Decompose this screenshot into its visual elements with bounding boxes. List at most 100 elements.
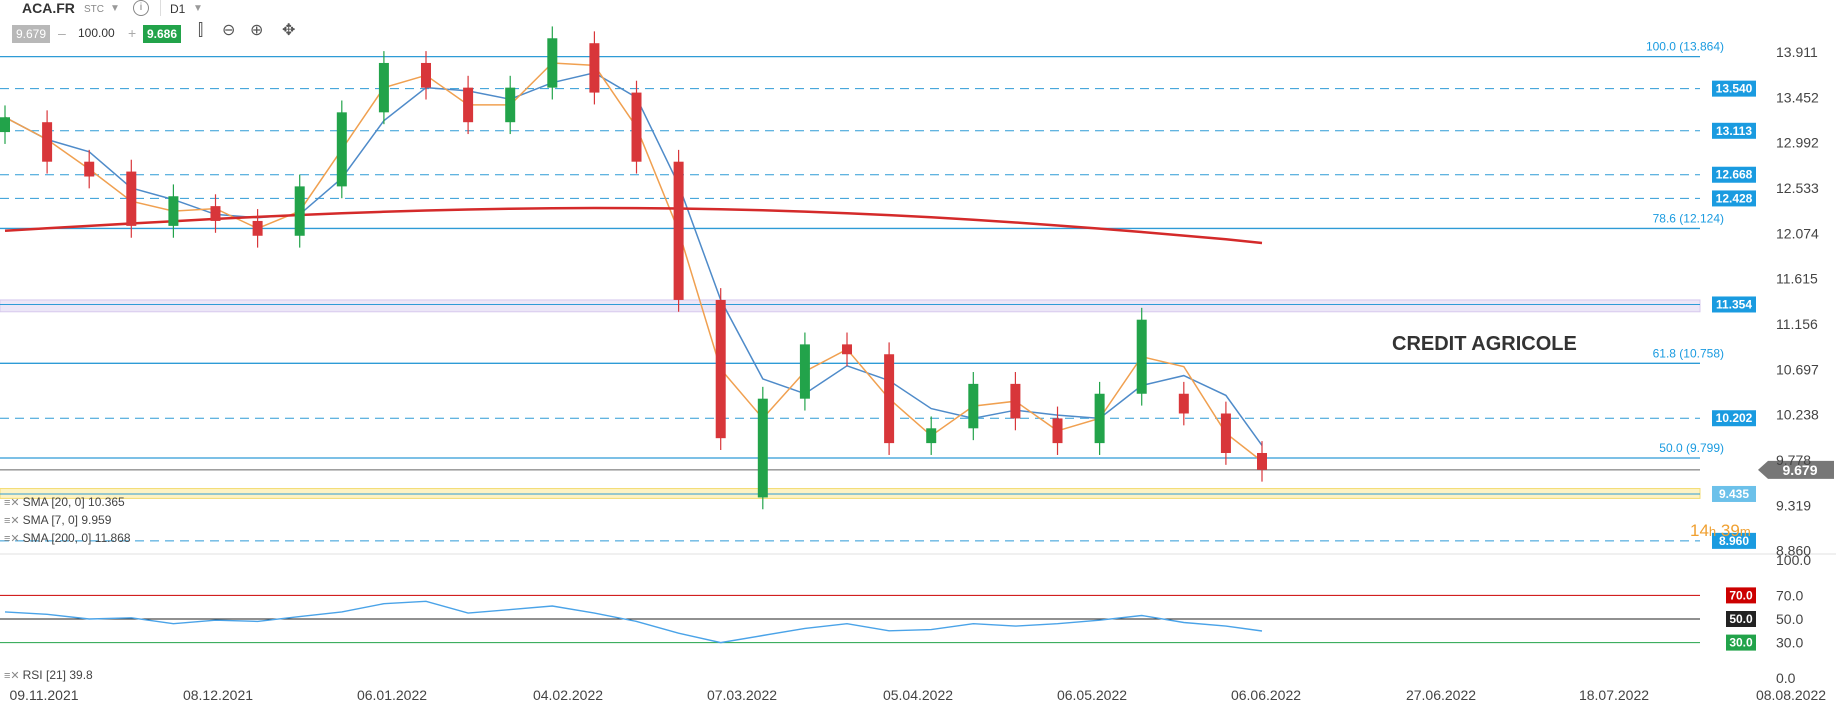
level-tag-text: 12.428 xyxy=(1716,191,1753,205)
candle xyxy=(421,62,432,88)
sma7-legend[interactable]: ≡✕ SMA [7, 0] 9.959 xyxy=(4,513,111,528)
level-tag-text: 13.540 xyxy=(1716,82,1753,96)
y-tick-label: 9.778 xyxy=(1776,452,1811,468)
legend-close-icon[interactable]: ≡✕ xyxy=(4,670,20,682)
bid-price-button[interactable]: 9.679 xyxy=(12,25,51,43)
level-tag-text: 8.960 xyxy=(1719,534,1749,548)
rsi-level-tag xyxy=(1726,634,1756,651)
current-price-text: 9.679 xyxy=(1782,462,1817,478)
level-tag-text: 13.113 xyxy=(1716,124,1752,138)
rsi-level-text: 70.0 xyxy=(1729,588,1753,602)
fib-label: 61.8 (10.758) xyxy=(1653,346,1724,360)
symbol-label[interactable]: ACA.FR xyxy=(22,0,75,16)
level-tag-text: 11.354 xyxy=(1716,297,1752,311)
interval-selector[interactable]: D1 xyxy=(170,2,186,16)
rsi-label: RSI [21] xyxy=(22,668,66,682)
candle xyxy=(1052,418,1063,444)
level-tag-text: 12.668 xyxy=(1716,168,1753,182)
sma200-line xyxy=(4,206,1263,245)
rsi-scale-label: 100.0 xyxy=(1776,552,1811,568)
x-tick-label: 07.03.2022 xyxy=(707,687,777,703)
legend-close-icon[interactable]: ≡✕ xyxy=(4,533,20,545)
candle xyxy=(1178,393,1189,414)
level-tag xyxy=(1712,166,1756,183)
zones xyxy=(0,299,1701,499)
candle xyxy=(126,171,137,226)
candle xyxy=(1136,319,1147,394)
ask-price-button[interactable]: 9.686 xyxy=(143,25,182,43)
rsi-level-text: 30.0 xyxy=(1729,636,1753,650)
legend-close-icon[interactable]: ≡✕ xyxy=(4,497,20,509)
toolbar: ACA.FR STC ▼ i D1 ▼ 9.679 – 100.00 + 9.6… xyxy=(0,0,340,46)
candle xyxy=(0,117,10,133)
candle xyxy=(1220,413,1231,453)
rsi-value: 39.8 xyxy=(69,668,93,682)
candle xyxy=(84,161,95,177)
sma200-label: SMA [200, 0] xyxy=(22,531,92,545)
sma20-label: SMA [20, 0] xyxy=(22,495,85,509)
rsi-level-text: 50.0 xyxy=(1729,612,1753,626)
quantity-input[interactable]: 100.00 xyxy=(78,26,115,40)
candle xyxy=(547,38,558,88)
x-tick-label: 05.04.2022 xyxy=(883,687,953,703)
sma7-label: SMA [7, 0] xyxy=(22,513,78,527)
chevron-down-icon[interactable]: ▼ xyxy=(110,3,120,14)
candle xyxy=(252,220,263,236)
axes: 13.911 13.452 12.992 12.533 12.074 11.615 11.1… xyxy=(0,44,1836,703)
x-tick-label: 08.12.2021 xyxy=(183,687,253,703)
candle xyxy=(463,87,474,123)
sma200-legend[interactable]: ≡✕ SMA [200, 0] 11.868 xyxy=(4,531,131,546)
x-tick-label: 18.07.2022 xyxy=(1579,687,1649,703)
level-tag-text: 9.435 xyxy=(1719,487,1749,501)
y-tick-label: 9.319 xyxy=(1776,497,1811,513)
x-tick-label: 06.05.2022 xyxy=(1057,687,1127,703)
candle xyxy=(926,428,937,444)
sma20-value: 10.365 xyxy=(88,495,125,509)
zoom-out-icon[interactable]: ⊖ xyxy=(222,22,236,39)
rsi-level-tag xyxy=(1726,611,1756,627)
countdown-minutes: 39 xyxy=(1721,521,1740,540)
horizontal-levels: 13.540 13.113 12.668 12.428 11.354 10.202 9.43… xyxy=(0,40,1834,549)
y-tick-label: 12.074 xyxy=(1776,225,1819,241)
market-label: STC xyxy=(84,4,104,15)
y-tick-label: 10.697 xyxy=(1776,361,1819,377)
info-icon[interactable]: i xyxy=(133,0,149,16)
sma20-legend[interactable]: ≡✕ SMA [20, 0] 10.365 xyxy=(4,495,125,510)
legend-close-icon[interactable]: ≡✕ xyxy=(4,515,20,527)
decrease-quantity-button[interactable]: – xyxy=(58,25,66,41)
zoom-in-icon[interactable]: ⊕ xyxy=(250,22,264,39)
level-tag xyxy=(1712,190,1756,207)
rsi-level-tag xyxy=(1726,587,1756,604)
rsi-scale-label: 70.0 xyxy=(1776,587,1803,603)
y-tick-label: 13.911 xyxy=(1776,44,1818,60)
candle xyxy=(968,383,979,429)
increase-quantity-button[interactable]: + xyxy=(128,25,137,41)
candle xyxy=(294,186,305,236)
rsi-scale-label: 0.0 xyxy=(1776,670,1796,686)
level-tag xyxy=(1712,80,1756,97)
rsi-legend[interactable]: ≡✕ RSI [21] 39.8 xyxy=(4,668,93,683)
fib-label: 100.0 (13.864) xyxy=(1646,40,1724,54)
level-tag xyxy=(1712,296,1756,313)
candle xyxy=(1010,383,1021,419)
x-tick-label: 08.08.2022 xyxy=(1756,687,1826,703)
level-tag xyxy=(1712,532,1756,549)
sma7-value: 9.959 xyxy=(81,513,112,527)
candle xyxy=(1094,393,1105,444)
level-tag xyxy=(1712,410,1756,427)
x-tick-label: 06.01.2022 xyxy=(357,687,427,703)
rsi-panel: 70.0 50.0 30.0 xyxy=(0,587,1756,651)
candle xyxy=(378,62,389,113)
x-tick-label: 09.11.2021 xyxy=(9,687,78,703)
candle xyxy=(842,344,853,355)
rsi-scale-label: 30.0 xyxy=(1776,635,1803,651)
y-tick-label: 13.452 xyxy=(1776,89,1819,105)
candle xyxy=(42,122,53,162)
candle xyxy=(336,112,347,187)
interval-chevron-icon[interactable]: ▼ xyxy=(193,3,203,14)
countdown-h: h xyxy=(1709,524,1716,539)
chart-type-icon[interactable]: ⫿ xyxy=(198,22,204,39)
candle xyxy=(673,161,684,300)
crosshair-icon[interactable]: ✥ xyxy=(282,22,296,39)
